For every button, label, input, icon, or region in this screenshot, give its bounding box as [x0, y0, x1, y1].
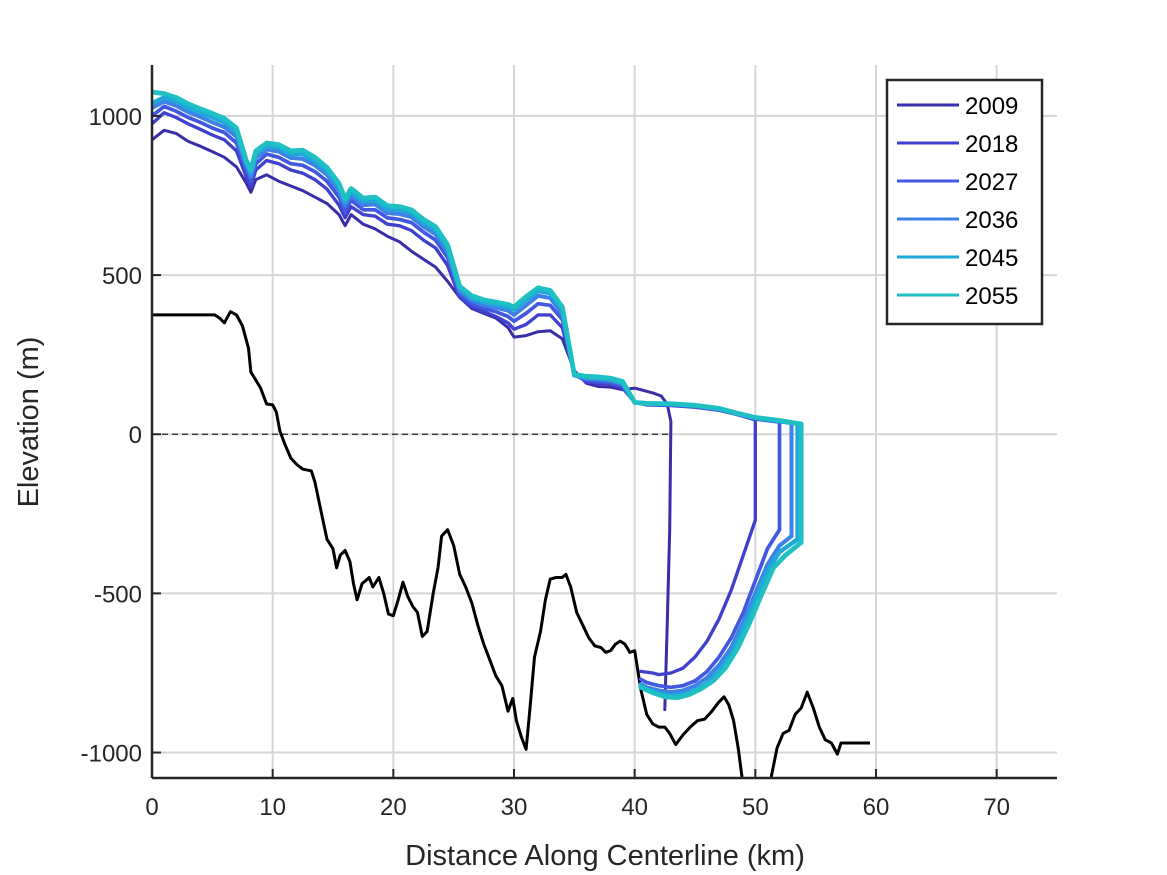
y-tick-label: -1000 — [81, 741, 142, 768]
plot-area — [152, 89, 870, 778]
bed-line — [152, 310, 744, 778]
y-tick-label: -500 — [94, 581, 142, 608]
legend-label-2045: 2045 — [965, 245, 1018, 272]
x-tick-label: 20 — [380, 794, 407, 821]
axes — [150, 65, 1057, 780]
bed-line-segment-2 — [769, 690, 870, 778]
series-line-2027 — [152, 104, 782, 690]
x-tick-label: 40 — [621, 794, 648, 821]
x-tick-labels: 0 10 20 30 40 50 60 70 — [145, 794, 1010, 821]
legend-box — [885, 78, 1044, 326]
x-axis-label: Distance Along Centerline (km) — [405, 840, 805, 872]
series-line-2036 — [152, 99, 794, 695]
y-tick-label: 1000 — [89, 104, 142, 131]
y-tick-label: 0 — [129, 422, 142, 449]
legend-label-2055: 2055 — [965, 283, 1018, 310]
legend-label-2009: 2009 — [965, 93, 1018, 120]
y-tick-labels: -1000 -500 0 500 1000 — [81, 104, 142, 768]
x-tick-label: 60 — [863, 794, 890, 821]
x-tick-label: 30 — [501, 794, 528, 821]
x-tick-label: 70 — [983, 794, 1010, 821]
series-line-2055 — [152, 89, 804, 701]
y-tick-label: 500 — [102, 263, 142, 290]
legend-label-2036: 2036 — [965, 207, 1018, 234]
legend-label-2027: 2027 — [965, 169, 1018, 196]
x-tick-label: 0 — [145, 794, 158, 821]
series-line-2018 — [152, 111, 757, 677]
x-tick-label: 10 — [259, 794, 286, 821]
y-axis-label: Elevation (m) — [13, 337, 45, 508]
series-line-2009 — [152, 128, 673, 712]
legend-label-2018: 2018 — [965, 131, 1018, 158]
legend: 2009 2018 2027 2036 2045 2055 — [885, 78, 1044, 326]
x-tick-label: 50 — [742, 794, 769, 821]
